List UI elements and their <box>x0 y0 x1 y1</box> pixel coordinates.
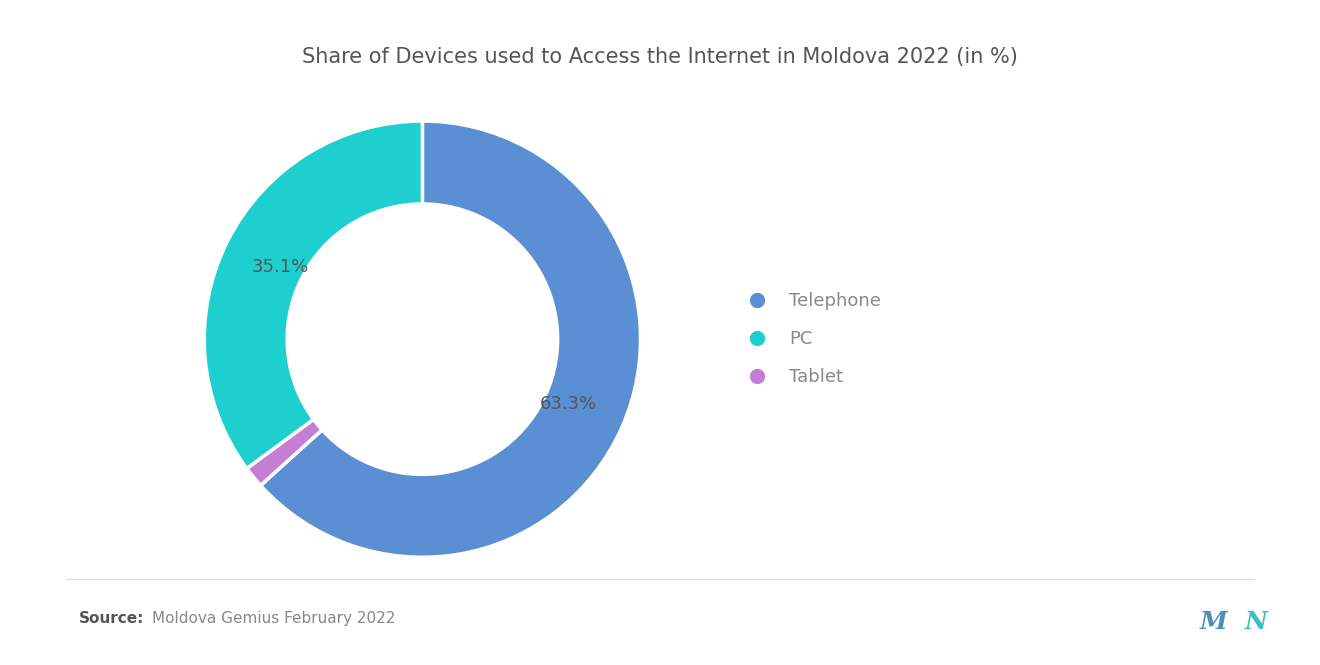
Text: N: N <box>1245 610 1267 634</box>
Text: Moldova Gemius February 2022: Moldova Gemius February 2022 <box>152 611 395 626</box>
Text: M: M <box>1200 610 1228 634</box>
Wedge shape <box>260 121 640 557</box>
Text: 35.1%: 35.1% <box>252 258 309 277</box>
Text: Source:: Source: <box>79 611 145 626</box>
Wedge shape <box>247 420 322 485</box>
Text: 63.3%: 63.3% <box>540 395 597 413</box>
Legend: Telephone, PC, Tablet: Telephone, PC, Tablet <box>731 285 888 393</box>
Wedge shape <box>205 121 422 468</box>
Text: Share of Devices used to Access the Internet in Moldova 2022 (in %): Share of Devices used to Access the Inte… <box>302 47 1018 66</box>
